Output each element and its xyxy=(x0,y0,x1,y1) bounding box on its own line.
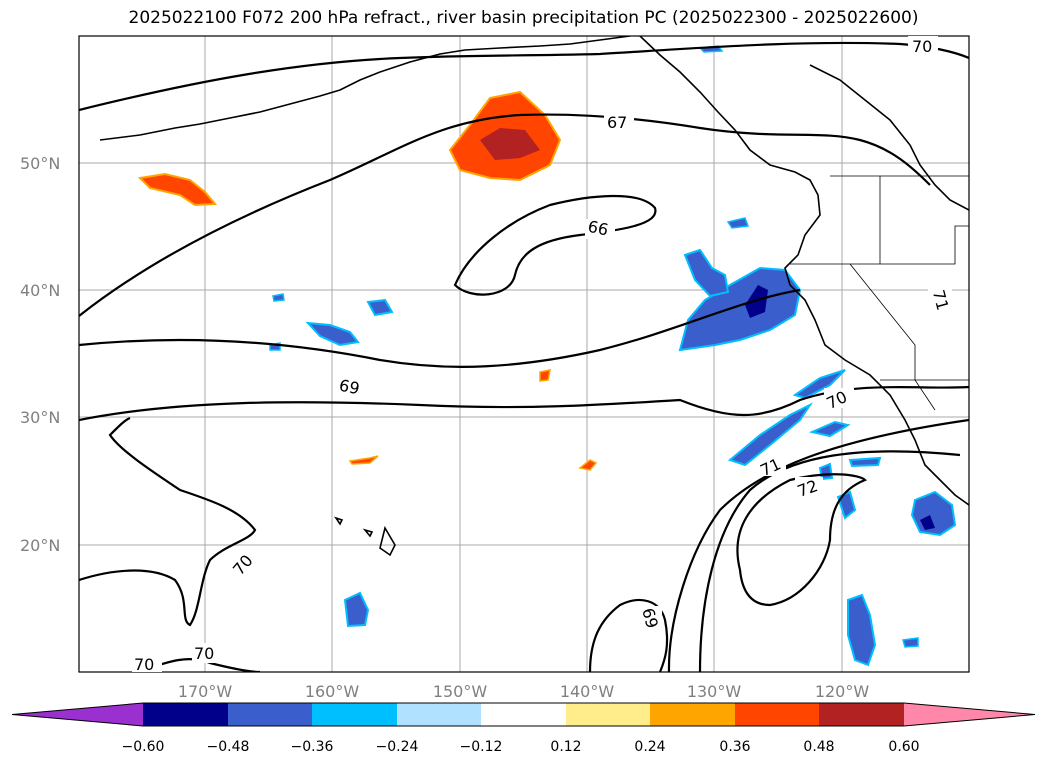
lon-tick-label: 130°W xyxy=(687,682,742,701)
lat-tick-label: 30°N xyxy=(20,408,60,427)
colorbar-segment xyxy=(12,703,143,726)
colorbar-segment xyxy=(650,703,735,726)
contour-label: 69 xyxy=(638,606,662,631)
lat-tick-label: 40°N xyxy=(20,281,60,300)
colorbar-segment xyxy=(143,703,228,726)
colorbar-tick-label: −0.48 xyxy=(207,739,250,755)
lat-tick-label: 20°N xyxy=(20,536,60,555)
lon-tick-label: 140°W xyxy=(560,682,615,701)
colorbar: −0.60 −0.48 −0.36 −0.24 −0.12 0.12 0.24 … xyxy=(11,702,1036,755)
contour-label: 70 xyxy=(194,644,214,663)
longitude-labels: 170°W 160°W 150°W 140°W 130°W 120°W xyxy=(178,682,870,701)
latitude-labels: 50°N 40°N 30°N 20°N xyxy=(20,154,60,555)
colorbar-tick-label: 0.36 xyxy=(719,739,750,755)
colorbar-tick-label: −0.60 xyxy=(122,739,165,755)
colorbar-tick-label: −0.12 xyxy=(460,739,503,755)
contour-labels: 70 67 66 69 70 71 71 72 69 70 70 70 xyxy=(132,36,952,674)
lon-tick-label: 170°W xyxy=(178,682,233,701)
contour-label: 71 xyxy=(929,288,953,313)
colorbar-tick-label: 0.60 xyxy=(888,739,919,755)
map-frame xyxy=(78,35,970,673)
lon-tick-label: 150°W xyxy=(433,682,488,701)
colorbar-tick-label: −0.36 xyxy=(291,739,334,755)
colorbar-tick-label: 0.12 xyxy=(550,739,581,755)
colorbar-segment xyxy=(312,703,397,726)
contour-label: 67 xyxy=(607,113,627,132)
map-title: 2025022100 F072 200 hPa refract., river … xyxy=(128,8,919,28)
contour-label: 70 xyxy=(134,655,154,674)
contour-label: 66 xyxy=(586,217,610,240)
colorbar-tick-label: 0.48 xyxy=(803,739,834,755)
contour-label: 70 xyxy=(912,37,932,56)
colorbar-segment xyxy=(735,703,819,726)
lon-tick-label: 120°W xyxy=(815,682,870,701)
colorbar-segment xyxy=(566,703,650,726)
lon-tick-label: 160°W xyxy=(305,682,360,701)
borders xyxy=(790,175,969,411)
precip-negative-areas xyxy=(269,45,957,667)
colorbar-tick-label: −0.24 xyxy=(376,739,419,755)
contour-label: 69 xyxy=(337,376,361,399)
colorbar-segment xyxy=(397,703,481,726)
colorbar-segment xyxy=(481,703,566,726)
lat-tick-label: 50°N xyxy=(20,154,60,173)
colorbar-segment xyxy=(228,703,312,726)
colorbar-segment xyxy=(904,703,1035,726)
colorbar-segment xyxy=(819,703,904,726)
colorbar-tick-label: 0.24 xyxy=(634,739,665,755)
